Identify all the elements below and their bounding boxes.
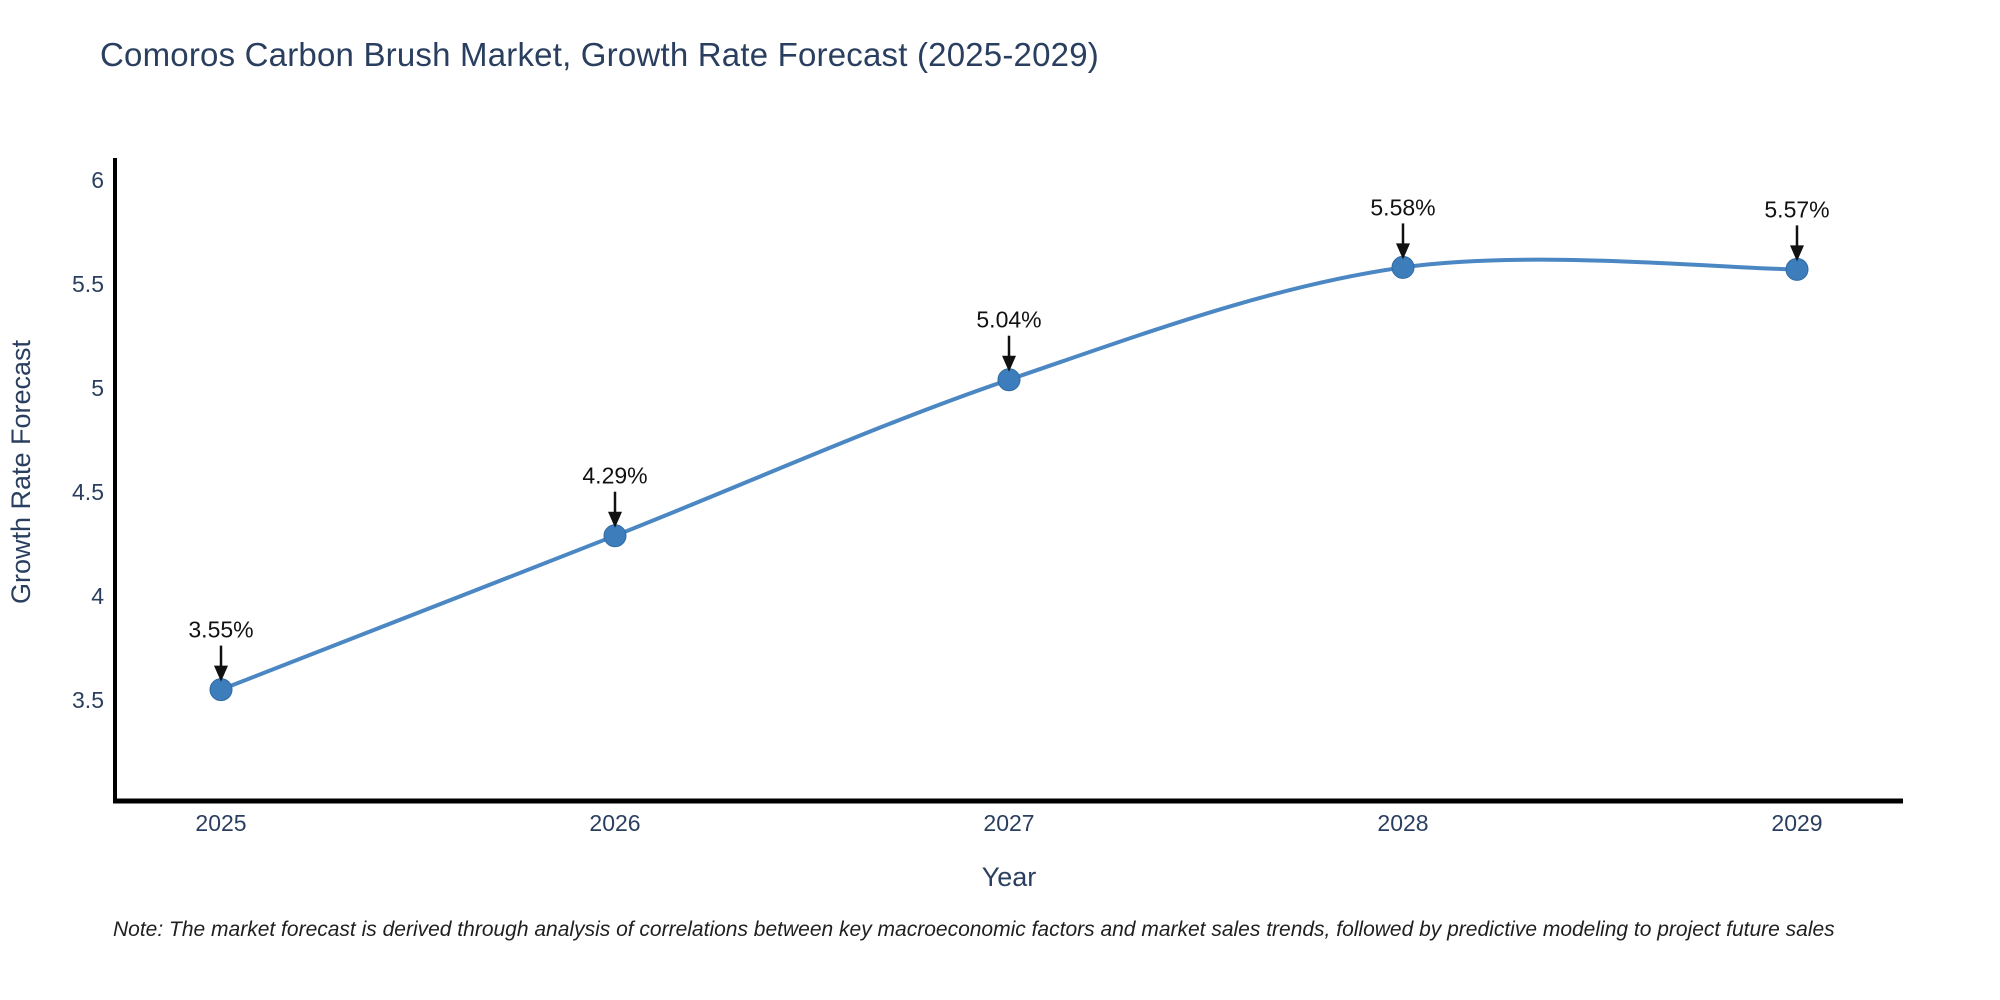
y-tick-label: 4 bbox=[91, 583, 104, 609]
data-point[interactable] bbox=[997, 368, 1021, 392]
y-tick-label: 5.5 bbox=[72, 271, 104, 297]
data-point[interactable] bbox=[209, 678, 233, 702]
annotation-arrowhead-icon bbox=[1002, 355, 1016, 372]
annotation-arrowhead-icon bbox=[1790, 245, 1804, 262]
x-tick-label: 2028 bbox=[1377, 810, 1428, 836]
footnote-text: Note: The market forecast is derived thr… bbox=[113, 918, 1835, 941]
x-tick-label: 2027 bbox=[983, 810, 1034, 836]
annotation-arrowhead-icon bbox=[214, 665, 228, 682]
annotation-arrowhead-icon bbox=[1396, 243, 1410, 260]
data-point[interactable] bbox=[603, 524, 627, 548]
data-point-label: 5.58% bbox=[1370, 194, 1435, 220]
annotation-arrowhead-icon bbox=[608, 511, 622, 528]
y-axis-title: Growth Rate Forecast bbox=[6, 339, 36, 604]
x-tick-label: 2026 bbox=[589, 810, 640, 836]
data-point-label: 4.29% bbox=[582, 463, 647, 489]
data-point-label: 3.55% bbox=[188, 617, 253, 643]
y-tick-label: 4.5 bbox=[72, 479, 104, 505]
x-tick-label: 2029 bbox=[1771, 810, 1822, 836]
x-axis-title: Year bbox=[982, 862, 1037, 892]
y-tick-label: 3.5 bbox=[72, 687, 104, 713]
data-point-label: 5.57% bbox=[1764, 196, 1829, 222]
chart-title: Comoros Carbon Brush Market, Growth Rate… bbox=[100, 36, 1099, 73]
y-tick-label: 5 bbox=[91, 375, 104, 401]
y-tick-label: 6 bbox=[91, 167, 104, 193]
x-tick-label: 2025 bbox=[195, 810, 246, 836]
data-point[interactable] bbox=[1785, 257, 1809, 281]
data-point-label: 5.04% bbox=[976, 307, 1041, 333]
data-point[interactable] bbox=[1391, 255, 1415, 279]
